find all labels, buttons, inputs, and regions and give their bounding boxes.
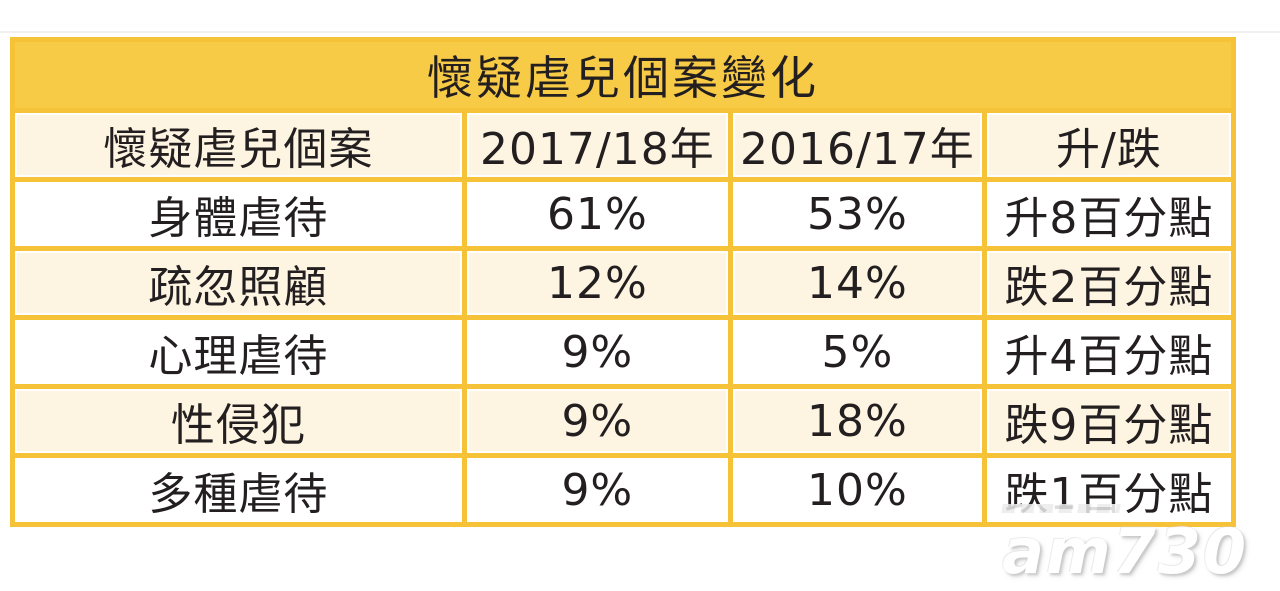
am730-logo: am730: [1002, 515, 1248, 588]
cell-category: 心理虐待: [10, 315, 467, 389]
column-header-2017-18: 2017/18年: [461, 108, 733, 182]
table-row-psychological-abuse: 心理虐待 9% 5% 升4百分點: [10, 315, 1237, 389]
cell-category: 多種虐待: [10, 453, 467, 527]
cell-2016-17: 18%: [727, 384, 987, 458]
cell-2016-17: 53%: [727, 177, 987, 251]
am730-watermark: am730: [1001, 504, 1248, 588]
table-row-multiple-abuse: 多種虐待 9% 10% 跌1百分點: [10, 453, 1237, 527]
cell-change: 跌9百分點: [981, 384, 1237, 458]
cell-change: 跌2百分點: [981, 246, 1237, 320]
cell-2017-18: 12%: [461, 246, 733, 320]
column-header-change: 升/跌: [981, 108, 1237, 182]
am730-tagline-smudge: [1001, 504, 1121, 513]
cell-2017-18: 9%: [461, 315, 733, 389]
header-row: 懷疑虐兒個案 2017/18年 2016/17年 升/跌: [10, 108, 1237, 182]
cell-2016-17: 14%: [727, 246, 987, 320]
table-row-sexual-assault: 性侵犯 9% 18% 跌9百分點: [10, 384, 1237, 458]
suspected-child-abuse-table: 懷疑虐兒個案變化 懷疑虐兒個案 2017/18年 2016/17年 升/跌 身體…: [10, 37, 1237, 527]
cell-2016-17: 10%: [727, 453, 987, 527]
cell-change: 升4百分點: [981, 315, 1237, 389]
table-row-neglect: 疏忽照顧 12% 14% 跌2百分點: [10, 246, 1237, 320]
table-title: 懷疑虐兒個案變化: [10, 37, 1236, 113]
cell-category: 性侵犯: [10, 384, 467, 458]
top-divider: [0, 31, 1280, 33]
column-header-category: 懷疑虐兒個案: [10, 108, 467, 182]
cell-category: 身體虐待: [10, 177, 467, 251]
cell-category: 疏忽照顧: [10, 246, 467, 320]
cell-2017-18: 61%: [461, 177, 733, 251]
title-row: 懷疑虐兒個案變化: [10, 37, 1236, 113]
cell-change: 升8百分點: [981, 177, 1237, 251]
cell-2016-17: 5%: [727, 315, 987, 389]
table-row-physical-abuse: 身體虐待 61% 53% 升8百分點: [10, 177, 1237, 251]
cell-2017-18: 9%: [461, 453, 733, 527]
cell-change: 跌1百分點: [981, 453, 1237, 527]
column-header-2016-17: 2016/17年: [727, 108, 987, 182]
cell-2017-18: 9%: [461, 384, 733, 458]
